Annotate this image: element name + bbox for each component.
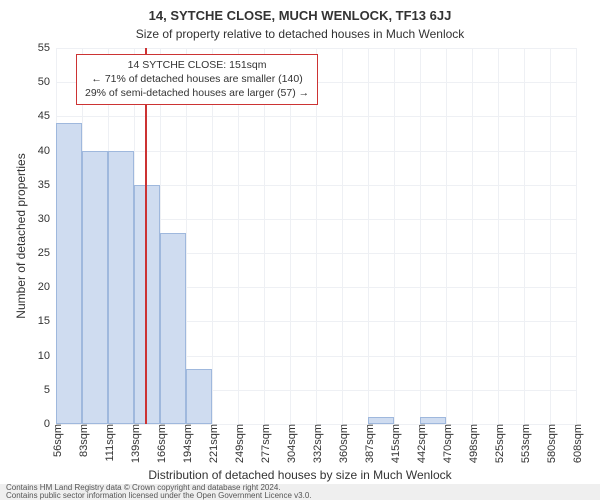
- x-tick-label: 498sqm: [464, 424, 480, 463]
- x-tick-label: 56sqm: [48, 424, 64, 457]
- y-tick-label: 5: [44, 384, 56, 396]
- histogram-bar: [420, 417, 446, 424]
- y-tick-label: 30: [38, 213, 56, 225]
- callout-line-2: ← 71% of detached houses are smaller (14…: [85, 72, 309, 86]
- x-tick-label: 608sqm: [568, 424, 584, 463]
- x-tick-label: 360sqm: [334, 424, 350, 463]
- y-tick-label: 55: [38, 42, 56, 54]
- y-axis-label: Number of detached properties: [14, 153, 28, 318]
- y-tick-label: 25: [38, 247, 56, 259]
- histogram-bar: [82, 151, 108, 424]
- gridline-v: [446, 48, 447, 424]
- x-tick-label: 249sqm: [230, 424, 246, 463]
- callout-line-1: 14 SYTCHE CLOSE: 151sqm: [85, 58, 309, 72]
- y-tick-label: 40: [38, 145, 56, 157]
- reference-callout: 14 SYTCHE CLOSE: 151sqm ← 71% of detache…: [76, 54, 318, 105]
- chart-title-main: 14, SYTCHE CLOSE, MUCH WENLOCK, TF13 6JJ: [0, 0, 600, 23]
- gridline-v: [524, 48, 525, 424]
- x-tick-label: 304sqm: [282, 424, 298, 463]
- x-tick-label: 194sqm: [178, 424, 194, 463]
- histogram-bar: [160, 233, 186, 424]
- chart-footer: Contains HM Land Registry data © Crown c…: [0, 484, 600, 500]
- gridline-v: [394, 48, 395, 424]
- x-tick-label: 442sqm: [412, 424, 428, 463]
- x-tick-label: 553sqm: [516, 424, 532, 463]
- gridline-v: [576, 48, 577, 424]
- x-tick-label: 525sqm: [490, 424, 506, 463]
- histogram-bar: [56, 123, 82, 424]
- gridline-v: [342, 48, 343, 424]
- gridline-v: [550, 48, 551, 424]
- y-tick-label: 15: [38, 315, 56, 327]
- callout-line-3: 29% of semi-detached houses are larger (…: [85, 86, 309, 100]
- gridline-v: [368, 48, 369, 424]
- y-tick-label: 10: [38, 350, 56, 362]
- histogram-bar: [186, 369, 212, 424]
- x-tick-label: 139sqm: [126, 424, 142, 463]
- x-tick-label: 166sqm: [152, 424, 168, 463]
- gridline-v: [498, 48, 499, 424]
- x-tick-label: 415sqm: [386, 424, 402, 463]
- x-tick-label: 470sqm: [438, 424, 454, 463]
- y-tick-label: 45: [38, 110, 56, 122]
- histogram-bar: [368, 417, 394, 424]
- x-tick-label: 111sqm: [100, 424, 116, 462]
- gridline-v: [472, 48, 473, 424]
- x-tick-label: 277sqm: [256, 424, 272, 463]
- chart-plot-area: 051015202530354045505556sqm83sqm111sqm13…: [56, 48, 576, 424]
- x-tick-label: 387sqm: [360, 424, 376, 463]
- y-tick-label: 50: [38, 76, 56, 88]
- x-axis-label: Distribution of detached houses by size …: [0, 468, 600, 482]
- x-tick-label: 83sqm: [74, 424, 90, 457]
- y-tick-label: 20: [38, 281, 56, 293]
- x-tick-label: 332sqm: [308, 424, 324, 463]
- chart-title-sub: Size of property relative to detached ho…: [0, 23, 600, 41]
- histogram-bar: [108, 151, 134, 424]
- y-tick-label: 35: [38, 179, 56, 191]
- gridline-v: [420, 48, 421, 424]
- footer-line-2: Contains public sector information licen…: [6, 492, 594, 500]
- x-tick-label: 221sqm: [204, 424, 220, 463]
- x-tick-label: 580sqm: [542, 424, 558, 463]
